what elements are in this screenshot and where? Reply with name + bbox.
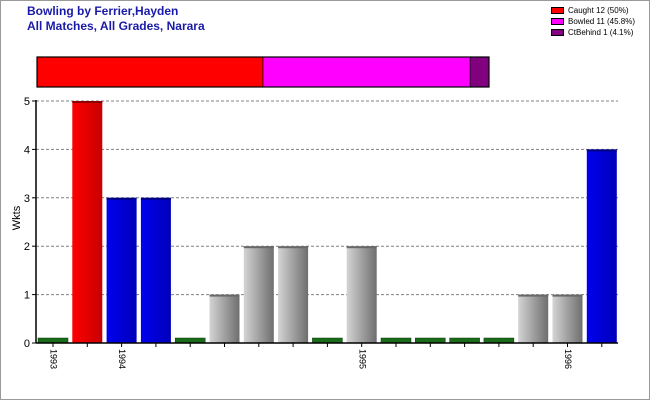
legend: Caught 12 (50%) Bowled 11 (45.8%) CtBehi… bbox=[551, 5, 635, 38]
y-tick-label: 3 bbox=[24, 193, 30, 205]
legend-swatch-ctbehind bbox=[551, 29, 564, 36]
bar-top-edge bbox=[278, 246, 309, 249]
title-line-2: All Matches, All Grades, Narara bbox=[27, 19, 205, 33]
bar-top-edge bbox=[518, 294, 549, 297]
y-tick-labels: 0 1 2 3 4 5 bbox=[24, 96, 30, 350]
x-tick-label: 1996 bbox=[563, 349, 573, 369]
bar-1 bbox=[72, 101, 103, 343]
y-tick-label: 2 bbox=[24, 241, 30, 253]
y-tick-label: 0 bbox=[24, 338, 30, 350]
stack-segment-2 bbox=[469, 56, 490, 88]
chart-title: Bowling by Ferrier,Hayden All Matches, A… bbox=[27, 4, 205, 34]
bar-body bbox=[243, 246, 274, 343]
bar-15 bbox=[552, 294, 583, 343]
bar-6 bbox=[243, 246, 274, 343]
bar-top-edge bbox=[243, 246, 274, 249]
x-tick-label: 1994 bbox=[117, 349, 127, 369]
x-tick-label: 1993 bbox=[49, 349, 59, 369]
y-tick-label: 4 bbox=[24, 144, 30, 156]
stack-segment-0 bbox=[36, 56, 264, 88]
legend-item-caught: Caught 12 (50%) bbox=[551, 5, 635, 16]
bar-16 bbox=[586, 149, 617, 343]
legend-label-caught: Caught 12 (50%) bbox=[568, 6, 629, 15]
bar-9 bbox=[346, 246, 377, 343]
bar-body bbox=[518, 294, 549, 343]
bar-3 bbox=[140, 197, 171, 343]
bar-body bbox=[209, 294, 240, 343]
stack-bar-outline bbox=[36, 56, 490, 88]
bar-top-edge bbox=[586, 149, 617, 152]
bars bbox=[37, 101, 617, 344]
legend-swatch-bowled bbox=[551, 18, 564, 25]
bar-2 bbox=[106, 197, 137, 343]
legend-item-ctbehind: CtBehind 1 (4.1%) bbox=[551, 27, 635, 38]
bar-top-edge bbox=[552, 294, 583, 297]
bar-body bbox=[278, 246, 309, 343]
bar-body bbox=[72, 101, 103, 343]
x-tick-label: 1995 bbox=[357, 349, 367, 369]
axes bbox=[32, 100, 618, 347]
bar-5 bbox=[209, 294, 240, 343]
bar-body bbox=[140, 197, 171, 343]
stack-segment-1 bbox=[262, 56, 471, 88]
bar-top-edge bbox=[346, 246, 377, 249]
bar-top-edge bbox=[106, 197, 137, 200]
bar-14 bbox=[518, 294, 549, 343]
bar-top-edge bbox=[140, 197, 171, 200]
legend-item-bowled: Bowled 11 (45.8%) bbox=[551, 16, 635, 27]
legend-swatch-caught bbox=[551, 7, 564, 14]
y-tick-label: 5 bbox=[24, 96, 30, 108]
legend-label-ctbehind: CtBehind 1 (4.1%) bbox=[568, 28, 634, 37]
bar-body bbox=[106, 197, 137, 343]
title-line-1: Bowling by Ferrier,Hayden bbox=[27, 4, 179, 18]
bar-body bbox=[552, 294, 583, 343]
legend-label-bowled: Bowled 11 (45.8%) bbox=[568, 17, 635, 26]
y-tick-label: 1 bbox=[24, 290, 30, 302]
bar-7 bbox=[278, 246, 309, 343]
bar-body bbox=[586, 149, 617, 343]
bar-top-edge bbox=[209, 294, 240, 297]
bar-body bbox=[346, 246, 377, 343]
bar-top-edge bbox=[72, 101, 103, 103]
x-tick-labels: 1993 1994 1995 1996 bbox=[49, 349, 574, 369]
dismissal-stacked-bar bbox=[36, 56, 490, 88]
